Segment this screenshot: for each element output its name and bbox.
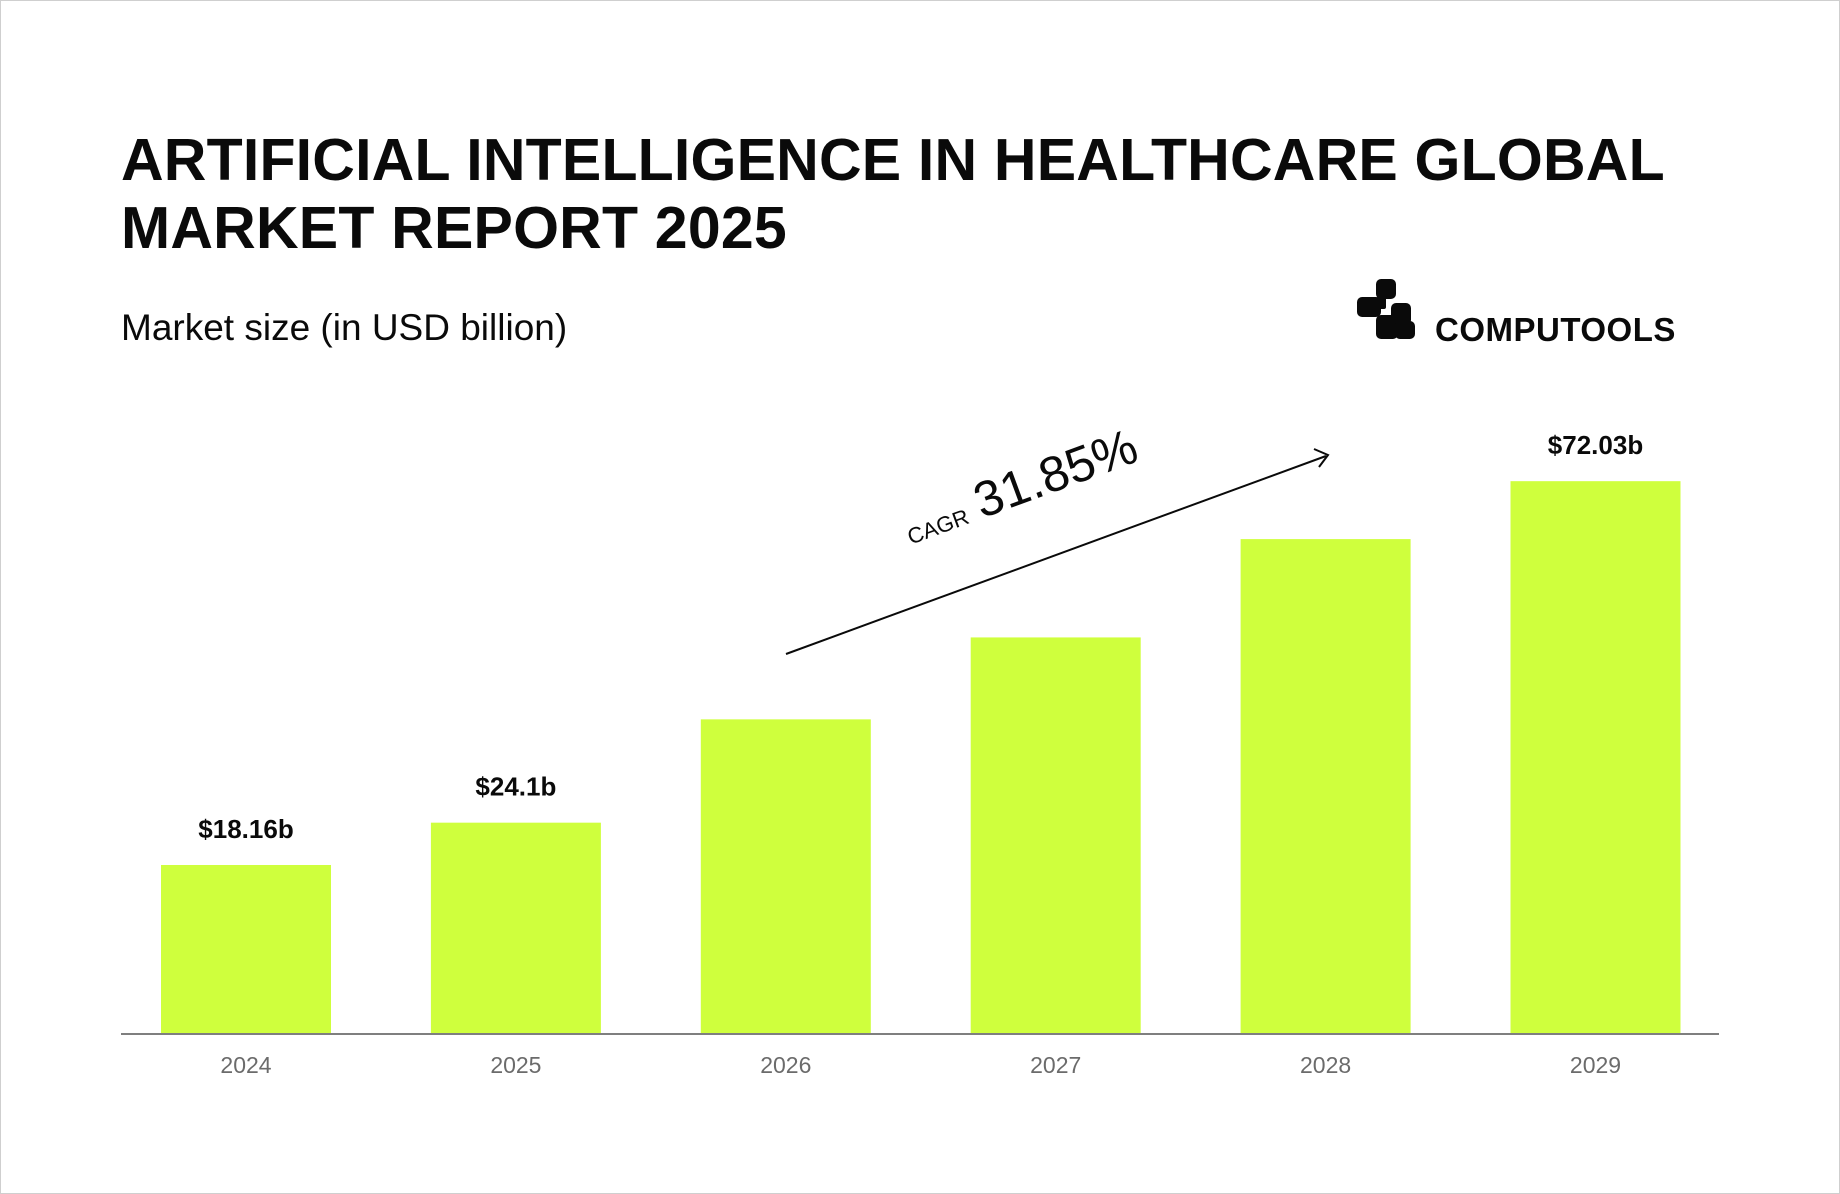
data-label: $18.16b <box>198 814 293 844</box>
x-tick-label: 2026 <box>760 1052 811 1078</box>
cagr-arrowhead-icon <box>1313 448 1330 468</box>
data-label: $72.03b <box>1548 430 1643 460</box>
cagr-arrow <box>785 455 1327 655</box>
x-tick-label: 2024 <box>220 1052 271 1078</box>
bar-2024 <box>161 864 331 1034</box>
computools-logo: COMPUTOOLS <box>1357 279 1676 351</box>
x-tick-label: 2025 <box>490 1052 541 1078</box>
bar-2027 <box>970 637 1141 1034</box>
bar-2025 <box>430 822 601 1034</box>
computools-logo-icon <box>1357 279 1415 339</box>
bar-2029 <box>1510 481 1681 1034</box>
chart-title: ARTIFICIAL INTELLIGENCE IN HEALTHCARE GL… <box>121 127 1664 261</box>
logo-text: COMPUTOOLS <box>1435 311 1676 348</box>
bar-2026 <box>700 719 871 1034</box>
data-label: $24.1b <box>475 772 556 802</box>
x-tick-label: 2028 <box>1300 1052 1351 1078</box>
x-tick-label: 2027 <box>1030 1052 1081 1078</box>
x-tick-label: 2029 <box>1570 1052 1621 1078</box>
bar-2028 <box>1240 539 1411 1034</box>
chart-subtitle: Market size (in USD billion) <box>121 307 568 348</box>
